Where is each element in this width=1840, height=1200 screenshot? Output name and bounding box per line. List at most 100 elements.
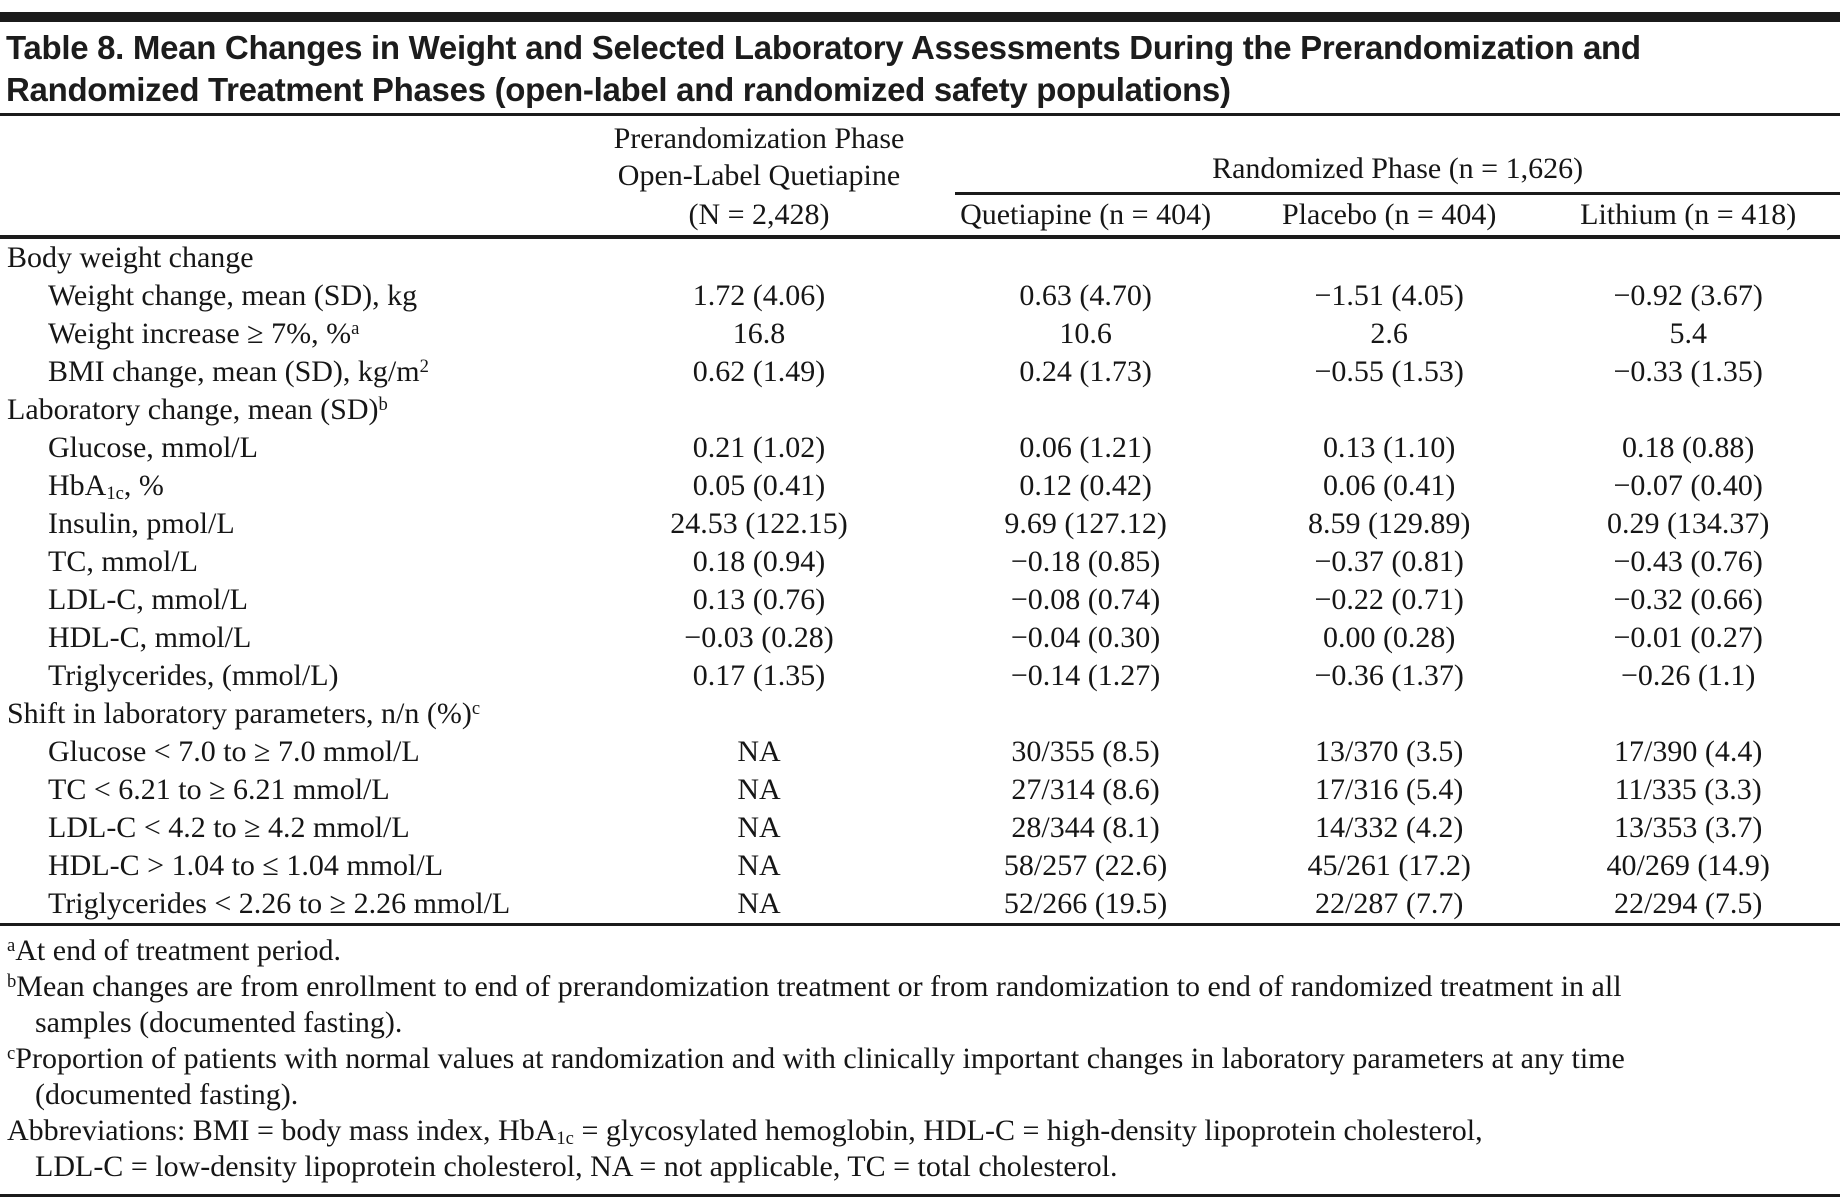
row-label: Body weight change [7, 241, 254, 274]
cell-value [929, 695, 1242, 733]
cell-value: 9.69 (127.12) [1004, 507, 1167, 540]
cell-value [1242, 695, 1536, 733]
empty-label-header [0, 116, 589, 237]
cell-value: 40/269 (14.9) [1606, 849, 1770, 882]
footnote-line: (documented fasting). [35, 1078, 299, 1111]
cell-value: 0.17 (1.35) [692, 659, 826, 692]
cell-value: NA [737, 773, 781, 806]
footnote-line: cProportion of patients with normal valu… [7, 1042, 1625, 1075]
cell-value: −0.26 (1.1) [1620, 659, 1756, 692]
data-row: Insulin, pmol/L 24.53 (122.15) 9.69 (127.1… [0, 505, 1840, 543]
cell-value: 17/316 (5.4) [1315, 773, 1464, 806]
cell-value: 30/355 (8.5) [1011, 735, 1160, 768]
cell-value: −0.55 (1.53) [1314, 355, 1464, 388]
footnote-line: Abbreviations: BMI = body mass index, Hb… [7, 1114, 1483, 1149]
cell-value: 0.62 (1.49) [692, 355, 826, 388]
row-label: Weight change, mean (SD), kg [48, 279, 418, 312]
row-label: Triglycerides < 2.26 to ≥ 2.26 mmol/L [48, 887, 511, 920]
cell-value [929, 391, 1242, 429]
cell-value [589, 391, 929, 429]
data-row: BMI change, mean (SD), kg/m2 0.62 (1.49) 0… [0, 353, 1840, 391]
header-row-columns: (N = 2,428) Quetiapine (n = 404) Placebo… [0, 195, 1840, 237]
footnote-line: samples (documented fasting). [35, 1006, 403, 1039]
cell-value: 1.72 (4.06) [692, 279, 826, 312]
cell-value: 24.53 (122.15) [670, 507, 848, 540]
data-row: TC, mmol/L 0.18 (0.94) −0.18 (0.85) −0.37 (… [0, 543, 1840, 581]
cell-value: 8.59 (129.89) [1307, 507, 1471, 540]
row-label: Laboratory change, mean (SD)b [7, 393, 388, 426]
prerandomization-column-header: Prerandomization Phase Open-Label Quetia… [589, 116, 929, 195]
row-label: TC < 6.21 to ≥ 6.21 mmol/L [48, 773, 390, 806]
cell-value: −0.43 (0.76) [1613, 545, 1763, 578]
cell-value: NA [737, 735, 781, 768]
cell-value: 2.6 [1370, 317, 1408, 350]
data-row: HDL-C > 1.04 to ≤ 1.04 mmol/L NA 58/257 (2… [0, 847, 1840, 885]
cell-value: 0.13 (1.10) [1322, 431, 1456, 464]
row-label: BMI change, mean (SD), kg/m2 [48, 355, 429, 388]
section-row: Shift in laboratory parameters, n/n (%)c [0, 695, 1840, 733]
cell-value: −0.03 (0.28) [684, 621, 834, 654]
cell-value [1536, 391, 1840, 429]
cell-value [1242, 391, 1536, 429]
lithium-column-header: Lithium (n = 418) [1580, 198, 1797, 231]
section-row: Body weight change [0, 237, 1840, 277]
lab-assessments-table: Prerandomization Phase Open-Label Quetia… [0, 116, 1840, 923]
data-row: Weight change, mean (SD), kg 1.72 (4.06) 0… [0, 277, 1840, 315]
cell-value: 0.06 (1.21) [1019, 431, 1152, 464]
row-label: Weight increase ≥ 7%, %a [48, 317, 360, 350]
randomized-phase-group-label: Randomized Phase (n = 1,626) [955, 150, 1840, 195]
cell-value: 0.18 (0.94) [692, 545, 826, 578]
table-title-line2: Randomized Treatment Phases (open-label … [6, 71, 1231, 108]
footnote-line: aAt end of treatment period. [7, 934, 341, 967]
cell-value: 13/353 (3.7) [1614, 811, 1763, 844]
table-body: Body weight change Weight change, mean (S… [0, 237, 1840, 923]
row-label: TC, mmol/L [48, 545, 198, 578]
table-title-line1: Table 8. Mean Changes in Weight and Sele… [6, 29, 1641, 66]
cell-value [929, 237, 1242, 277]
header-row-groups: Prerandomization Phase Open-Label Quetia… [0, 116, 1840, 195]
top-rule-bar [0, 12, 1840, 22]
prerandomization-n-header: (N = 2,428) [688, 198, 830, 231]
cell-value: 22/287 (7.7) [1315, 887, 1464, 920]
cell-value: 0.13 (0.76) [692, 583, 826, 616]
row-label: HbA1c, % [48, 469, 164, 504]
cell-value: 0.29 (134.37) [1606, 507, 1770, 540]
cell-value: −0.37 (0.81) [1314, 545, 1464, 578]
cell-value: −0.01 (0.27) [1613, 621, 1763, 654]
cell-value: 0.05 (0.41) [692, 469, 826, 502]
cell-value: 0.63 (4.70) [1019, 279, 1152, 312]
data-row: LDL-C < 4.2 to ≥ 4.2 mmol/L NA 28/344 (8.1… [0, 809, 1840, 847]
cell-value: −0.08 (0.74) [1010, 583, 1161, 616]
cell-value: −1.51 (4.05) [1314, 279, 1464, 312]
cell-value: NA [737, 849, 781, 882]
row-label: Triglycerides, (mmol/L) [48, 659, 339, 692]
data-row: Triglycerides, (mmol/L) 0.17 (1.35) −0.14 … [0, 657, 1840, 695]
cell-value: 22/294 (7.5) [1614, 887, 1763, 920]
data-row: LDL-C, mmol/L 0.13 (0.76) −0.08 (0.74) −0.2… [0, 581, 1840, 619]
cell-value: −0.18 (0.85) [1010, 545, 1161, 578]
data-row: Glucose, mmol/L 0.21 (1.02) 0.06 (1.21) 0.1… [0, 429, 1840, 467]
row-label: Glucose, mmol/L [48, 431, 258, 464]
data-row: Glucose < 7.0 to ≥ 7.0 mmol/L NA 30/355 (8… [0, 733, 1840, 771]
row-label: Glucose < 7.0 to ≥ 7.0 mmol/L [48, 735, 420, 768]
cell-value: −0.04 (0.30) [1010, 621, 1161, 654]
cell-value [589, 695, 929, 733]
cell-value [1536, 237, 1840, 277]
cell-value: 28/344 (8.1) [1011, 811, 1160, 844]
cell-value: NA [737, 887, 781, 920]
section-row: Laboratory change, mean (SD)b [0, 391, 1840, 429]
cell-value: −0.36 (1.37) [1314, 659, 1464, 692]
cell-value: 11/335 (3.3) [1614, 773, 1762, 806]
row-label: Shift in laboratory parameters, n/n (%)c [7, 697, 481, 730]
cell-value [1242, 237, 1536, 277]
row-label: LDL-C < 4.2 to ≥ 4.2 mmol/L [48, 811, 410, 844]
cell-value: −0.92 (3.67) [1613, 279, 1763, 312]
footnotes: aAt end of treatment period. bMean change… [0, 923, 1840, 1197]
table-header: Prerandomization Phase Open-Label Quetia… [0, 116, 1840, 237]
data-row: Triglycerides < 2.26 to ≥ 2.26 mmol/L NA 5… [0, 885, 1840, 923]
footnote-line: LDL-C = low-density lipoprotein choleste… [35, 1150, 1118, 1183]
prerandomization-header-line1: Prerandomization Phase [613, 122, 905, 155]
cell-value: 13/370 (3.5) [1315, 735, 1464, 768]
cell-value: 0.00 (0.28) [1322, 621, 1456, 654]
quetiapine-column-header: Quetiapine (n = 404) [960, 198, 1212, 231]
